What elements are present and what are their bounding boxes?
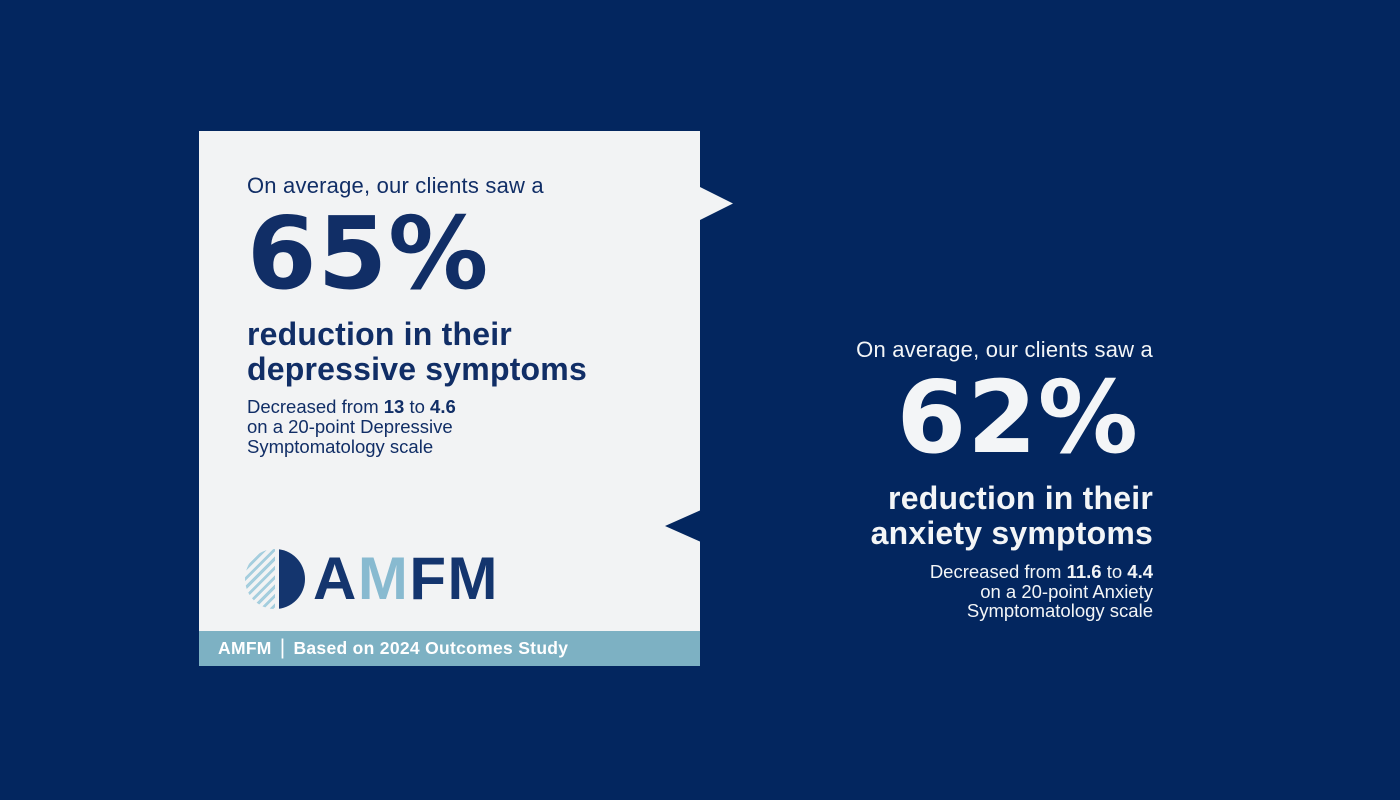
- anxiety-detail: Decreased from 11.6 to 4.4 on a 20-point…: [723, 562, 1153, 621]
- depression-headline-line1: reduction in their: [247, 316, 512, 352]
- amfm-logo: AMFM: [245, 549, 499, 609]
- anxiety-percent-value: 62%: [896, 359, 1139, 476]
- depression-stat-card: On average, our clients saw a 65% reduct…: [199, 131, 700, 666]
- depression-percent-value: 65%: [247, 195, 490, 312]
- amfm-logo-icon: [245, 549, 305, 609]
- logo-letter-a: A: [313, 545, 358, 612]
- detail-connector: to: [409, 396, 425, 417]
- anxiety-headline-line1: reduction in their: [888, 480, 1153, 516]
- detail-prefix: Decreased from: [929, 561, 1062, 582]
- logo-letter-f: F: [409, 545, 448, 612]
- anxiety-headline: reduction in their anxiety symptoms: [723, 481, 1153, 551]
- depression-headline-line2: depressive symptoms: [247, 351, 587, 387]
- anxiety-detail-line2: on a 20-point Anxiety: [980, 580, 1153, 602]
- depression-detail: Decreased from 13 to 4.6 on a 20-point D…: [247, 397, 660, 457]
- card-tail-right-icon: [700, 187, 733, 220]
- amfm-logo-text: AMFM: [313, 549, 499, 609]
- card-footer-bar: AMFM | Based on 2024 Outcomes Study: [199, 631, 700, 666]
- footer-brand: AMFM: [218, 638, 272, 658]
- footer-separator: |: [279, 635, 286, 659]
- depression-lead-text: On average, our clients saw a: [247, 173, 544, 198]
- detail-from-value: 11.6: [1066, 561, 1102, 582]
- depression-detail-line1: Decreased from 13 to 4.6: [247, 397, 660, 417]
- detail-to-value: 4.6: [430, 396, 456, 417]
- depression-detail-line3: Symptomatology scale: [247, 436, 434, 457]
- detail-to-value: 4.4: [1127, 561, 1153, 582]
- anxiety-detail-line3: Symptomatology scale: [966, 600, 1153, 621]
- anxiety-detail-line1: Decreased from 11.6 to 4.4: [723, 562, 1153, 582]
- anxiety-headline-line2: anxiety symptoms: [870, 515, 1153, 551]
- detail-connector: to: [1106, 561, 1123, 582]
- depression-card-content: On average, our clients saw a 65% reduct…: [199, 131, 700, 457]
- depression-headline: reduction in their depressive symptoms: [247, 317, 660, 387]
- logo-letter-m2: M: [447, 545, 499, 612]
- detail-from-value: 13: [383, 396, 405, 417]
- logo-letter-m1: M: [357, 545, 410, 612]
- anxiety-lead-text: On average, our clients saw a: [856, 337, 1153, 362]
- depression-detail-line2: on a 20-point Depressive: [247, 416, 453, 437]
- logo-solid-half-icon: [279, 549, 305, 609]
- footer-source-text: Based on 2024 Outcomes Study: [293, 638, 569, 658]
- anxiety-stat-block: On average, our clients saw a 62% reduct…: [723, 337, 1153, 621]
- detail-prefix: Decreased from: [247, 396, 379, 417]
- logo-striped-half-icon: [245, 549, 275, 609]
